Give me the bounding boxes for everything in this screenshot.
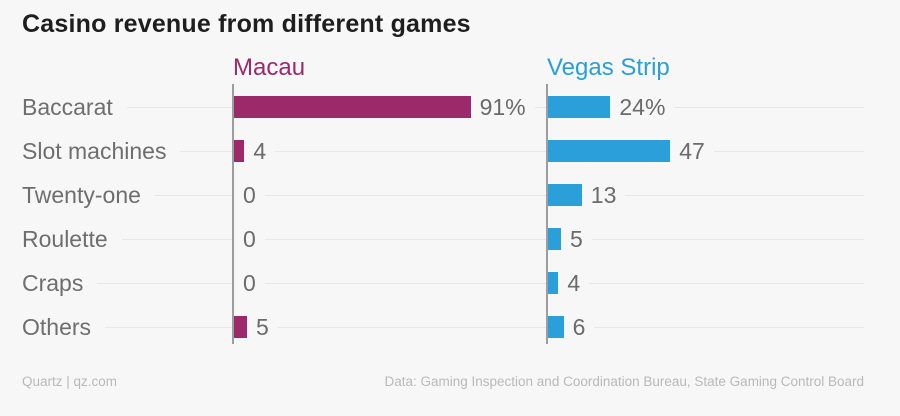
gridline xyxy=(22,327,864,328)
macau-bar-group: 0 xyxy=(234,261,265,305)
vegas-bar xyxy=(548,96,611,118)
gridline xyxy=(22,239,864,240)
vegas-bar-group: 24% xyxy=(548,85,675,129)
macau-bar xyxy=(234,316,247,338)
macau-bar-group: 0 xyxy=(234,173,265,217)
vegas-value-label: 6 xyxy=(563,311,595,343)
vegas-bar-group: 13 xyxy=(548,173,626,217)
vegas-value-label: 4 xyxy=(558,267,590,299)
vegas-bar-group: 47 xyxy=(548,129,714,173)
vegas-bar xyxy=(548,272,559,294)
vegas-value-label: 47 xyxy=(670,135,714,167)
chart-row-baccarat: Baccarat 91% 24% xyxy=(0,85,900,129)
gridline xyxy=(22,283,864,284)
macau-bar-group: 4 xyxy=(234,129,276,173)
category-label: Craps xyxy=(22,261,98,305)
category-label: Twenty-one xyxy=(22,173,155,217)
vegas-bar xyxy=(548,228,561,250)
category-label: Roulette xyxy=(22,217,122,261)
macau-bar-group: 91% xyxy=(234,85,535,129)
chart-row-slot-machines: Slot machines 4 47 xyxy=(0,129,900,173)
chart-row-twenty-one: Twenty-one 0 13 xyxy=(0,173,900,217)
gridline xyxy=(22,151,864,152)
macau-value-label: 0 xyxy=(234,267,265,299)
data-source-text: Data: Gaming Inspection and Coordination… xyxy=(384,374,864,389)
macau-value-label: 4 xyxy=(244,135,276,167)
attribution-text: Quartz | qz.com xyxy=(22,374,118,389)
series-header-macau: Macau xyxy=(233,54,306,81)
macau-bar-group: 5 xyxy=(234,305,278,349)
vegas-value-label: 5 xyxy=(561,223,592,255)
vegas-bar xyxy=(548,184,582,206)
macau-value-label: 0 xyxy=(234,179,265,211)
vegas-bar-group: 6 xyxy=(548,305,595,349)
vegas-value-label: 24% xyxy=(610,91,675,123)
macau-value-label: 91% xyxy=(470,91,535,123)
macau-value-label: 0 xyxy=(234,223,265,255)
macau-bar-group: 0 xyxy=(234,217,265,261)
chart-row-roulette: Roulette 0 5 xyxy=(0,217,900,261)
chart-title: Casino revenue from different games xyxy=(22,10,471,38)
macau-bar xyxy=(234,140,245,162)
vegas-bar-group: 5 xyxy=(548,217,592,261)
chart-row-craps: Craps 0 4 xyxy=(0,261,900,305)
vegas-axis-line xyxy=(546,84,548,344)
vegas-bar xyxy=(548,140,671,162)
category-label: Baccarat xyxy=(22,85,127,129)
macau-bar xyxy=(234,96,471,118)
vegas-bar-group: 4 xyxy=(548,261,590,305)
category-label: Slot machines xyxy=(22,129,181,173)
chart-plot-area: Baccarat 91% 24% Slot machines 4 47 xyxy=(0,85,900,349)
gridline xyxy=(22,195,864,196)
category-label: Others xyxy=(22,305,106,349)
macau-value-label: 5 xyxy=(247,311,278,343)
series-header-vegas-strip: Vegas Strip xyxy=(547,54,670,81)
macau-axis-line xyxy=(232,84,234,344)
vegas-value-label: 13 xyxy=(581,179,626,211)
chart-row-others: Others 5 6 xyxy=(0,305,900,349)
vegas-bar xyxy=(548,316,564,338)
